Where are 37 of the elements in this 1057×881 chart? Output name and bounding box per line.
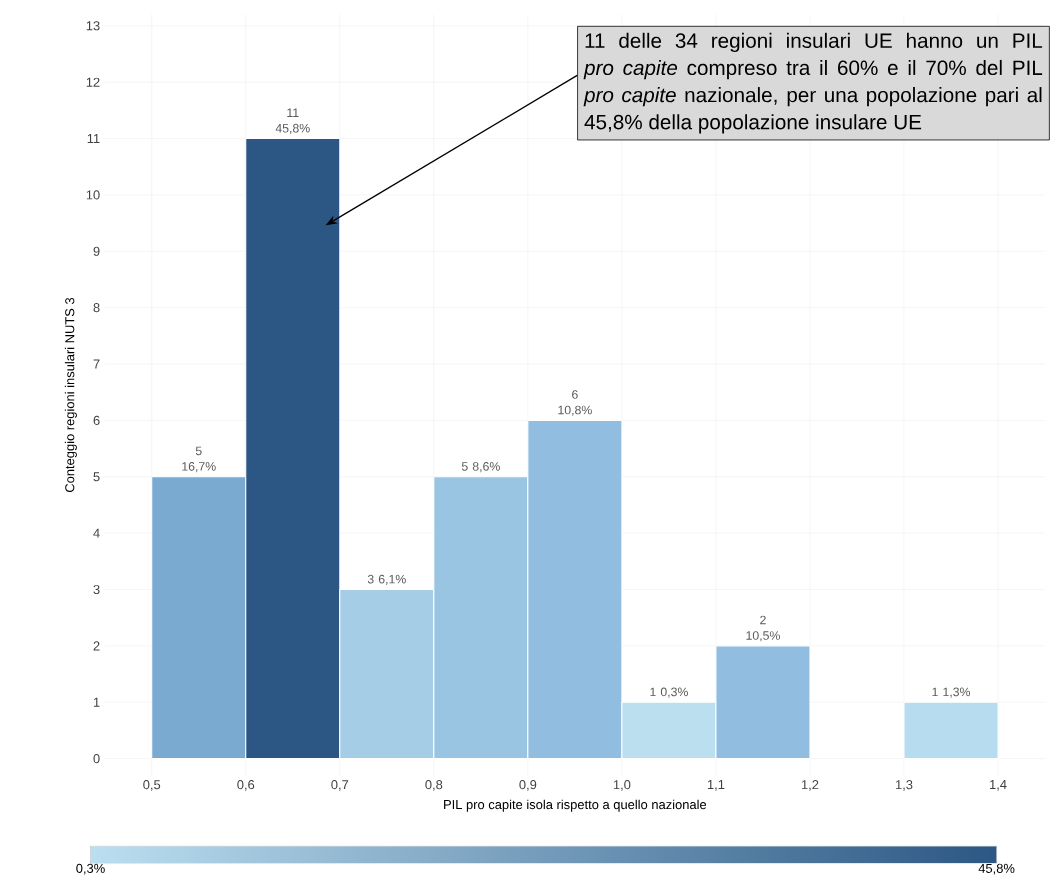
y-tick-label: 2: [93, 641, 100, 651]
x-tick-label: 1,0: [613, 780, 631, 791]
y-tick-label: 7: [93, 359, 100, 369]
x-axis-title: PIL pro capite isola rispetto a quello nazionale: [444, 799, 707, 812]
y-tick-label: 12: [86, 77, 100, 87]
x-tick-label: 0,5: [143, 780, 161, 791]
y-tick-label: 5: [93, 472, 100, 482]
color-bar-label: 45,8%: [978, 863, 1015, 875]
y-tick-label: 13: [86, 21, 100, 31]
y-tick-label: 3: [93, 584, 100, 594]
x-tick-label: 0,7: [331, 780, 349, 791]
y-tick-label: 1: [93, 697, 100, 707]
y-tick-label: 11: [87, 133, 100, 143]
y-tick-label: 4: [93, 528, 100, 538]
x-tick-label: 0,6: [237, 780, 255, 791]
y-tick-label: 10: [86, 190, 100, 200]
x-tick-label: 1,1: [707, 779, 725, 791]
x-tick-label: 1,2: [801, 780, 819, 791]
data-label: 2 10,5%: [746, 615, 780, 642]
annotation: 11 delle 34 regioni insulari UE hanno un PIL pro capite compreso tra il 60% e il 70% del PIL pro capite nazionale, per una popolazione pari al 45,8% della popolazione insulare UE: [583, 32, 1043, 134]
color-bar-label: 0,3%: [76, 863, 105, 875]
y-tick-label: 0: [93, 753, 100, 764]
x-tick-label: 1,3: [896, 780, 913, 791]
x-tick-label: 1,4: [990, 779, 1007, 791]
y-tick-label: 6: [93, 415, 100, 425]
x-tick-label: 0,8: [425, 780, 443, 791]
y-tick-label: 8: [93, 302, 100, 313]
x-tick-label: 0,9: [519, 780, 537, 791]
data-label: 5 8,6%: [461, 461, 500, 473]
data-label: 1 1,3%: [932, 687, 971, 698]
data-label: 6 10,8%: [558, 390, 592, 416]
data-label: 11 45,8%: [275, 108, 310, 134]
y-tick-label: 9: [93, 246, 100, 256]
data-label: 3 6,1%: [367, 574, 406, 585]
data-label: 5 16,7%: [182, 446, 216, 473]
data-label: 1 0,3%: [650, 687, 688, 698]
y-axis-title: Conteggio regioni insulari NUTS 3: [64, 297, 77, 492]
